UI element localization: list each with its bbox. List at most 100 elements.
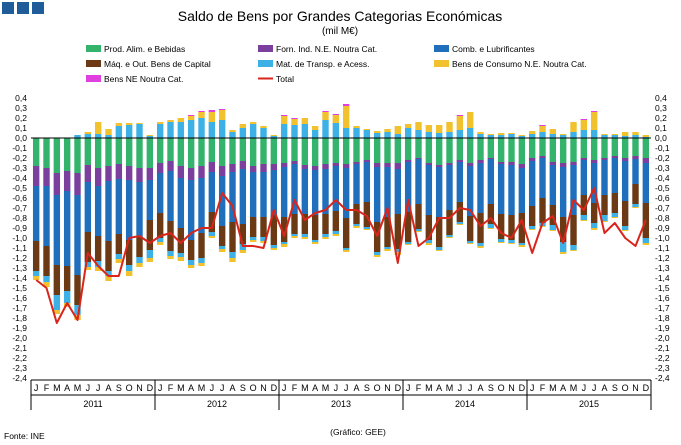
legend-label-total: Total xyxy=(276,74,294,84)
month-label: J xyxy=(220,383,225,393)
bar-transport xyxy=(74,305,81,315)
bar-food xyxy=(528,138,536,158)
bar-capital xyxy=(146,220,154,250)
month-label: A xyxy=(477,383,483,393)
bar-consumer xyxy=(301,237,309,239)
bar-transport xyxy=(446,235,453,237)
bar-positive-consumer xyxy=(280,116,288,124)
bar-consumer xyxy=(404,244,412,245)
month-label: A xyxy=(560,383,566,393)
bar-capital xyxy=(115,234,123,254)
bar-consumer xyxy=(425,243,433,245)
bar-capital xyxy=(156,213,164,238)
month-label: O xyxy=(622,383,629,393)
bar-positive-transport xyxy=(105,135,112,138)
bar-positive-ne xyxy=(342,104,350,106)
bar-consumer xyxy=(508,243,515,244)
month-label: F xyxy=(168,383,174,393)
y-tick-left: 0,0 xyxy=(15,133,27,143)
bar-positive-consumer xyxy=(270,135,278,136)
bar-transport xyxy=(208,232,216,236)
bar-industrial xyxy=(559,163,567,167)
bar-transport xyxy=(291,234,298,236)
year-label: 2011 xyxy=(83,399,102,409)
bar-consumer xyxy=(621,230,629,231)
bar-positive-consumer xyxy=(373,131,381,133)
legend-label-fuel: Comb. e Lubrificantes xyxy=(452,44,535,54)
bar-fuel xyxy=(373,167,381,222)
month-label: F xyxy=(540,383,546,393)
bar-food xyxy=(642,138,650,158)
y-axis-left: 0,40,30,20,10,0-0,1-0,2-0,3-0,4-0,5-0,6-… xyxy=(12,93,27,383)
month-label: A xyxy=(64,383,70,393)
bar-transport xyxy=(611,213,619,217)
bar-transport xyxy=(125,265,133,271)
bar-positive-consumer xyxy=(260,126,267,128)
bar-consumer xyxy=(311,242,319,244)
bar-food xyxy=(611,138,619,156)
bar-transport xyxy=(590,223,598,228)
bar-food xyxy=(353,138,360,162)
bar-consumer xyxy=(477,246,484,248)
bar-fuel xyxy=(518,168,526,213)
bar-food xyxy=(187,138,195,168)
bar-consumer xyxy=(559,252,567,254)
bar-positive-consumer xyxy=(84,132,92,134)
bar-transport xyxy=(425,240,433,243)
bar-capital xyxy=(43,246,50,276)
bar-positive-transport xyxy=(136,124,143,138)
bar-food xyxy=(311,138,319,166)
bar-food xyxy=(74,138,81,173)
bar-positive-transport xyxy=(115,126,123,138)
bar-industrial xyxy=(425,163,433,165)
bar-industrial xyxy=(249,166,257,172)
bar-fuel xyxy=(446,165,453,210)
bar-positive-transport xyxy=(518,136,526,138)
month-label: O xyxy=(498,383,505,393)
bar-transport xyxy=(404,242,412,244)
bar-fuel xyxy=(497,164,505,214)
bar-industrial xyxy=(167,161,174,171)
y-tick-right: 0,4 xyxy=(655,93,667,103)
y-tick-right: -0,3 xyxy=(655,163,670,173)
bar-transport xyxy=(249,237,257,240)
bar-positive-consumer xyxy=(642,135,650,137)
bar-transport xyxy=(363,227,371,229)
bar-capital xyxy=(611,193,619,213)
bar-positive-transport xyxy=(322,120,329,138)
bar-positive-consumer xyxy=(167,120,174,122)
bar-transport xyxy=(332,231,340,234)
bar-industrial xyxy=(415,158,422,159)
month-label: N xyxy=(508,383,515,393)
bar-positive-transport xyxy=(167,122,174,138)
source-note: Fonte: INE xyxy=(4,431,45,441)
y-tick-right: -2,1 xyxy=(655,343,670,353)
bar-fuel xyxy=(260,172,267,217)
bar-positive-consumer xyxy=(136,123,143,124)
bar-fuel xyxy=(146,180,154,220)
bar-transport xyxy=(456,222,464,224)
y-tick-right: -1,5 xyxy=(655,283,670,293)
bar-transport xyxy=(373,252,381,255)
bar-food xyxy=(590,138,598,160)
bar-food xyxy=(487,138,495,158)
bar-transport xyxy=(549,225,557,230)
bar-fuel xyxy=(311,170,319,215)
month-label: A xyxy=(601,383,607,393)
y-tick-left: -1,8 xyxy=(12,313,27,323)
bar-consumer xyxy=(53,310,61,314)
month-label: N xyxy=(632,383,639,393)
bar-positive-transport xyxy=(187,120,195,138)
bar-consumer xyxy=(270,248,278,250)
y-tick-left: -2,4 xyxy=(12,373,27,383)
month-label: D xyxy=(147,383,154,393)
bar-positive-consumer xyxy=(497,133,505,135)
month-label: O xyxy=(250,383,257,393)
bar-positive-consumer xyxy=(590,112,598,130)
bar-food xyxy=(435,138,443,165)
logo-square-2 xyxy=(17,2,29,14)
month-label: J xyxy=(96,383,101,393)
bar-industrial xyxy=(63,171,71,191)
bar-food xyxy=(518,138,526,164)
